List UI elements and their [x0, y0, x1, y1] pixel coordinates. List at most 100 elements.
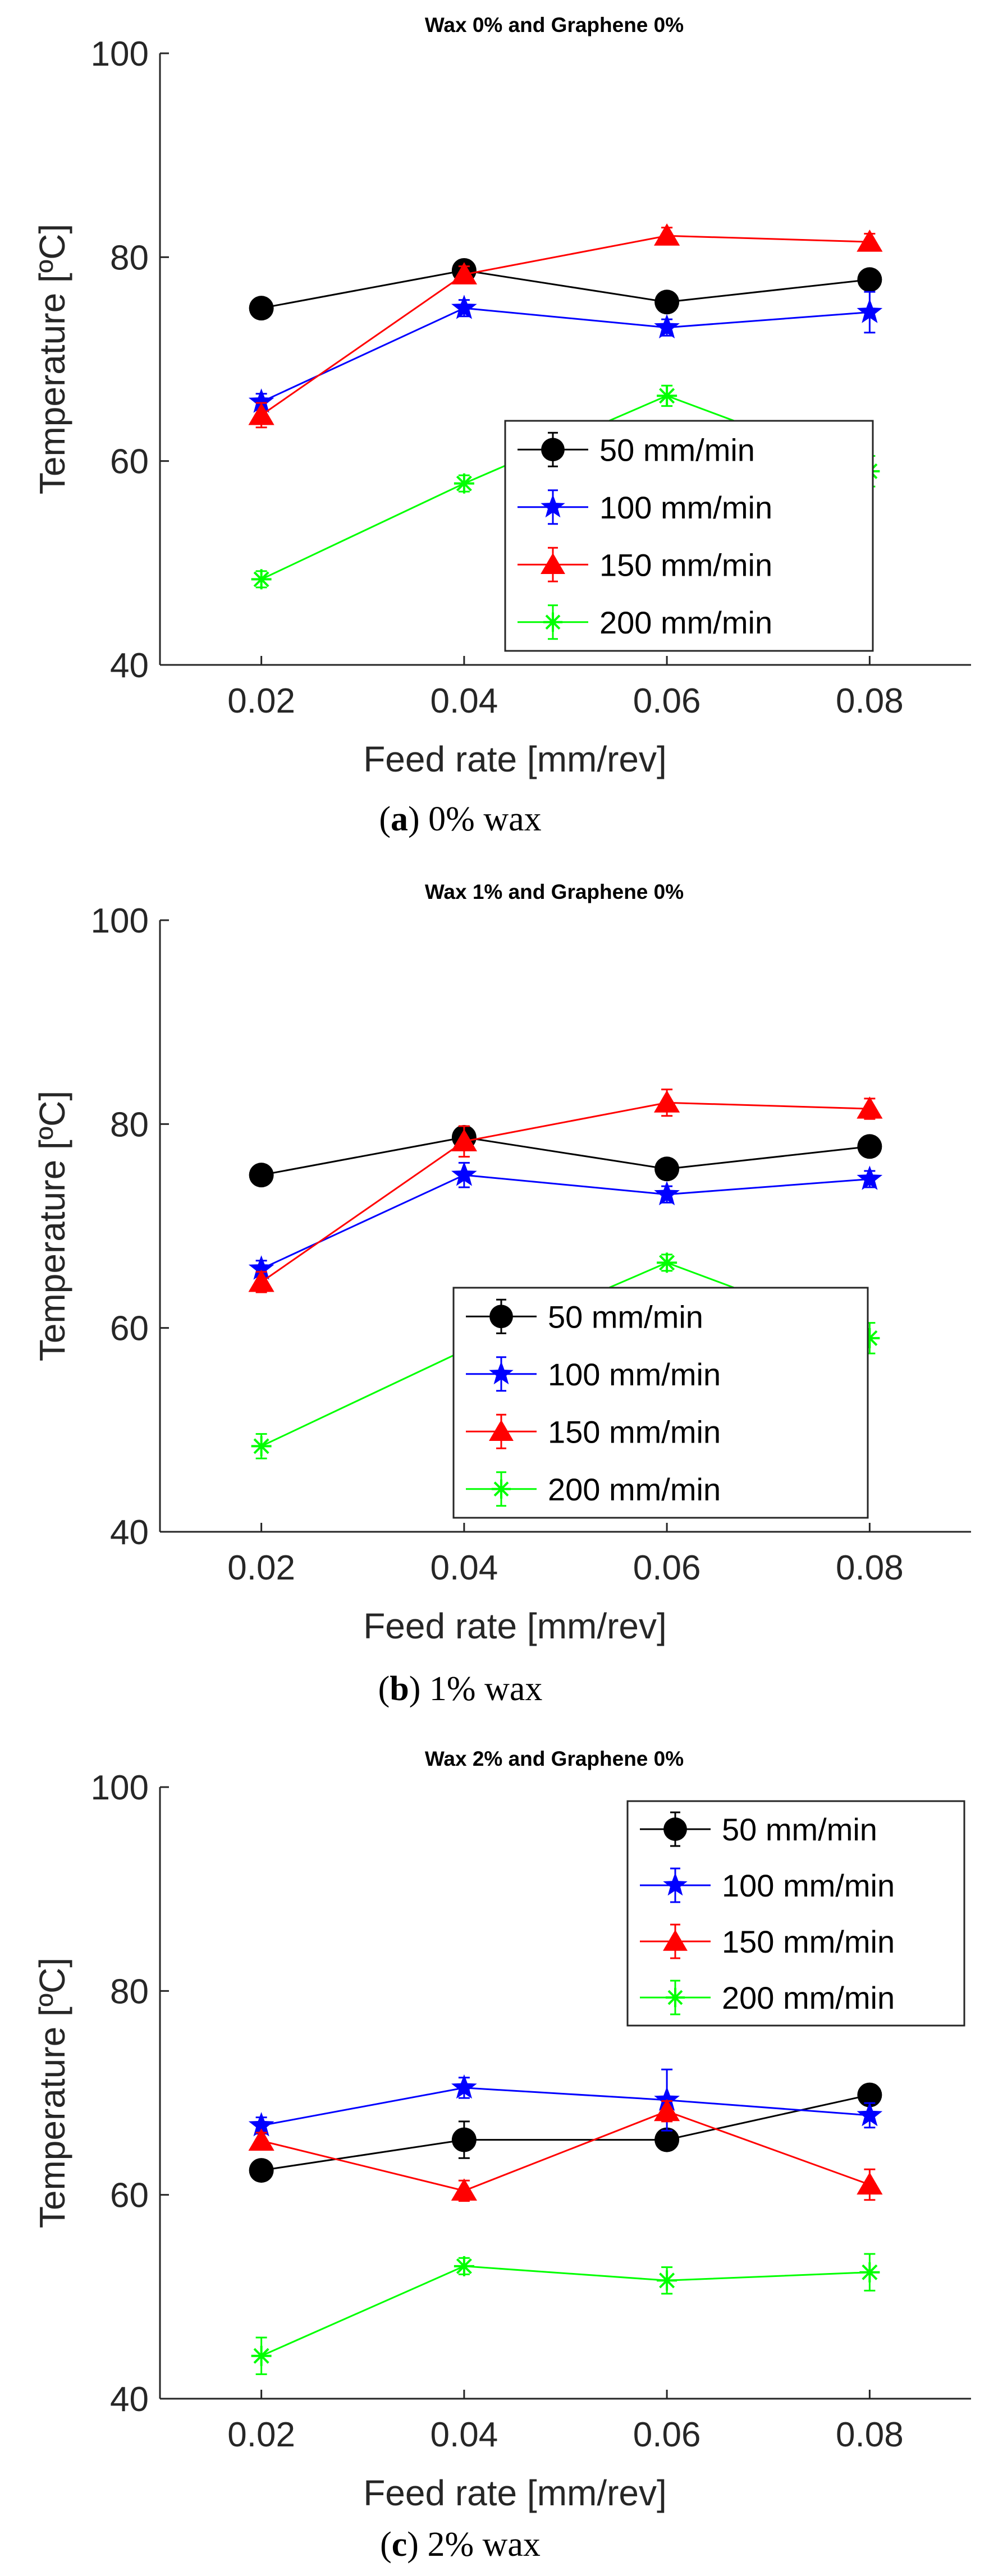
- legend-label: 200 mm/min: [722, 1980, 895, 2015]
- chart-panel-1: Wax 0% and Graphene 0% 40 60 80 100 0.02 0.04 0…: [32, 13, 971, 838]
- data-point-star: [857, 2102, 883, 2127]
- data-point-star: [451, 295, 477, 319]
- legend-box: [452, 1287, 869, 1519]
- figure-caption: (a) 0% wax: [379, 800, 541, 838]
- series-line: [261, 2110, 870, 2192]
- series-line: [260, 235, 870, 416]
- data-point-circle: [654, 290, 680, 315]
- data-point-star: [857, 1165, 883, 1190]
- data-point-triangle: [248, 2128, 274, 2151]
- data-point-asterisk: [454, 2256, 474, 2276]
- legend-marker-circle: [541, 438, 565, 462]
- data-point-star: [654, 314, 680, 339]
- data-point-circle: [857, 267, 882, 292]
- data-point-asterisk: [454, 473, 474, 494]
- legend-label: 150 mm/min: [548, 1414, 721, 1449]
- data-point-triangle: [654, 2099, 680, 2122]
- x-tick-label: 0.08: [836, 1549, 904, 1587]
- x-axis-label: Feed rate [mm/rev]: [363, 2473, 667, 2513]
- chart-title: Wax 1% and Graphene 0%: [425, 880, 684, 903]
- y-tick-label: 100: [91, 1769, 149, 1807]
- data-point-star: [248, 2112, 274, 2137]
- data-point-triangle: [857, 229, 883, 252]
- y-tick-label: 80: [110, 238, 149, 277]
- data-point-star: [248, 1255, 274, 1280]
- y-tick-label: 100: [91, 35, 149, 74]
- data-point-triangle: [451, 2178, 477, 2201]
- legend-marker-star: [663, 1872, 688, 1896]
- data-point-asterisk: [251, 1436, 272, 1457]
- x-axis-label: Feed rate [mm/rev]: [363, 739, 667, 779]
- caption-paren-open: (: [379, 800, 391, 838]
- data-point-triangle: [654, 223, 680, 246]
- x-tick-label: 0.04: [431, 1549, 498, 1587]
- series-2: [248, 1161, 883, 1280]
- chart-title: Wax 0% and Graphene 0%: [425, 13, 684, 36]
- data-point-circle: [654, 1156, 680, 1182]
- legend: 50 mm/min 100 mm/min 150 mm/min 200 mm/min: [626, 1800, 965, 2027]
- legend-marker-circle: [489, 1305, 513, 1329]
- x-tick-label: 0.08: [836, 2416, 904, 2454]
- y-axis-label: Temperature [ºC]: [32, 1091, 72, 1361]
- legend: 50 mm/min 100 mm/min 150 mm/min 200 mm/min: [452, 1287, 869, 1519]
- x-tick-label: 0.06: [633, 2416, 701, 2454]
- data-point-circle: [249, 1163, 274, 1188]
- y-tick-label: 60: [110, 443, 149, 481]
- series-line: [261, 1136, 870, 1176]
- y-tick-label: 40: [110, 646, 149, 685]
- x-tick-label: 0.08: [836, 682, 904, 720]
- legend-marker-star: [541, 494, 565, 518]
- x-tick-label: 0.04: [431, 2416, 498, 2454]
- data-point-star: [248, 388, 274, 413]
- x-axis-label: Feed rate [mm/rev]: [363, 1606, 667, 1646]
- chart-title: Wax 2% and Graphene 0%: [425, 1747, 684, 1770]
- y-tick-label: 60: [110, 1310, 149, 1348]
- legend-marker-triangle: [489, 1420, 514, 1441]
- legend-label: 100 mm/min: [599, 490, 772, 525]
- data-point-circle: [249, 296, 274, 321]
- data-point-triangle: [451, 1129, 477, 1151]
- series-line: [260, 2265, 870, 2357]
- figure-caption: (b) 1% wax: [378, 1670, 543, 1708]
- series-line: [261, 2087, 870, 2127]
- data-point-triangle: [654, 1090, 680, 1113]
- data-point-asterisk: [657, 385, 677, 406]
- caption-letter: a: [391, 800, 408, 838]
- series-line: [261, 269, 870, 309]
- legend-label: 50 mm/min: [599, 432, 755, 467]
- data-point-circle: [857, 2082, 882, 2107]
- legend-marker-triangle: [663, 1930, 688, 1951]
- data-point-triangle: [857, 1096, 883, 1119]
- data-point-circle: [249, 2158, 274, 2183]
- y-tick-label: 100: [91, 902, 149, 940]
- data-point-star: [451, 2074, 477, 2099]
- legend-marker-triangle: [541, 553, 565, 574]
- caption-paren-close: ): [409, 1670, 421, 1708]
- x-tick-label: 0.02: [227, 1549, 295, 1587]
- data-point-star: [654, 2086, 680, 2111]
- figure-caption: (c) 2% wax: [380, 2526, 541, 2564]
- x-tick-label: 0.06: [633, 682, 701, 720]
- legend-marker-asterisk: [491, 1479, 511, 1499]
- legend-label: 100 mm/min: [548, 1357, 721, 1392]
- y-tick-label: 80: [110, 1972, 149, 2011]
- data-point-circle: [451, 2127, 477, 2152]
- legend-box: [626, 1800, 965, 2027]
- legend-marker-star: [489, 1361, 514, 1385]
- series-line: [260, 1174, 870, 1270]
- data-point-asterisk: [657, 2270, 677, 2291]
- series-line: [260, 1101, 870, 1283]
- series-3: [248, 1089, 883, 1293]
- data-point-asterisk: [251, 2345, 272, 2366]
- legend-box: [504, 420, 874, 652]
- data-point-triangle: [857, 2172, 883, 2195]
- caption-paren-close: ): [408, 800, 420, 838]
- series-2: [248, 291, 883, 413]
- legend-label: 50 mm/min: [722, 1812, 877, 1847]
- caption-paren-close: ): [407, 2526, 419, 2564]
- chart-panel-3: Wax 2% and Graphene 0% 40 60 80 100 0.02 0.04 0…: [32, 1747, 971, 2564]
- series-3: [248, 223, 883, 429]
- y-tick-label: 40: [110, 1513, 149, 1552]
- caption-letter: b: [390, 1670, 409, 1708]
